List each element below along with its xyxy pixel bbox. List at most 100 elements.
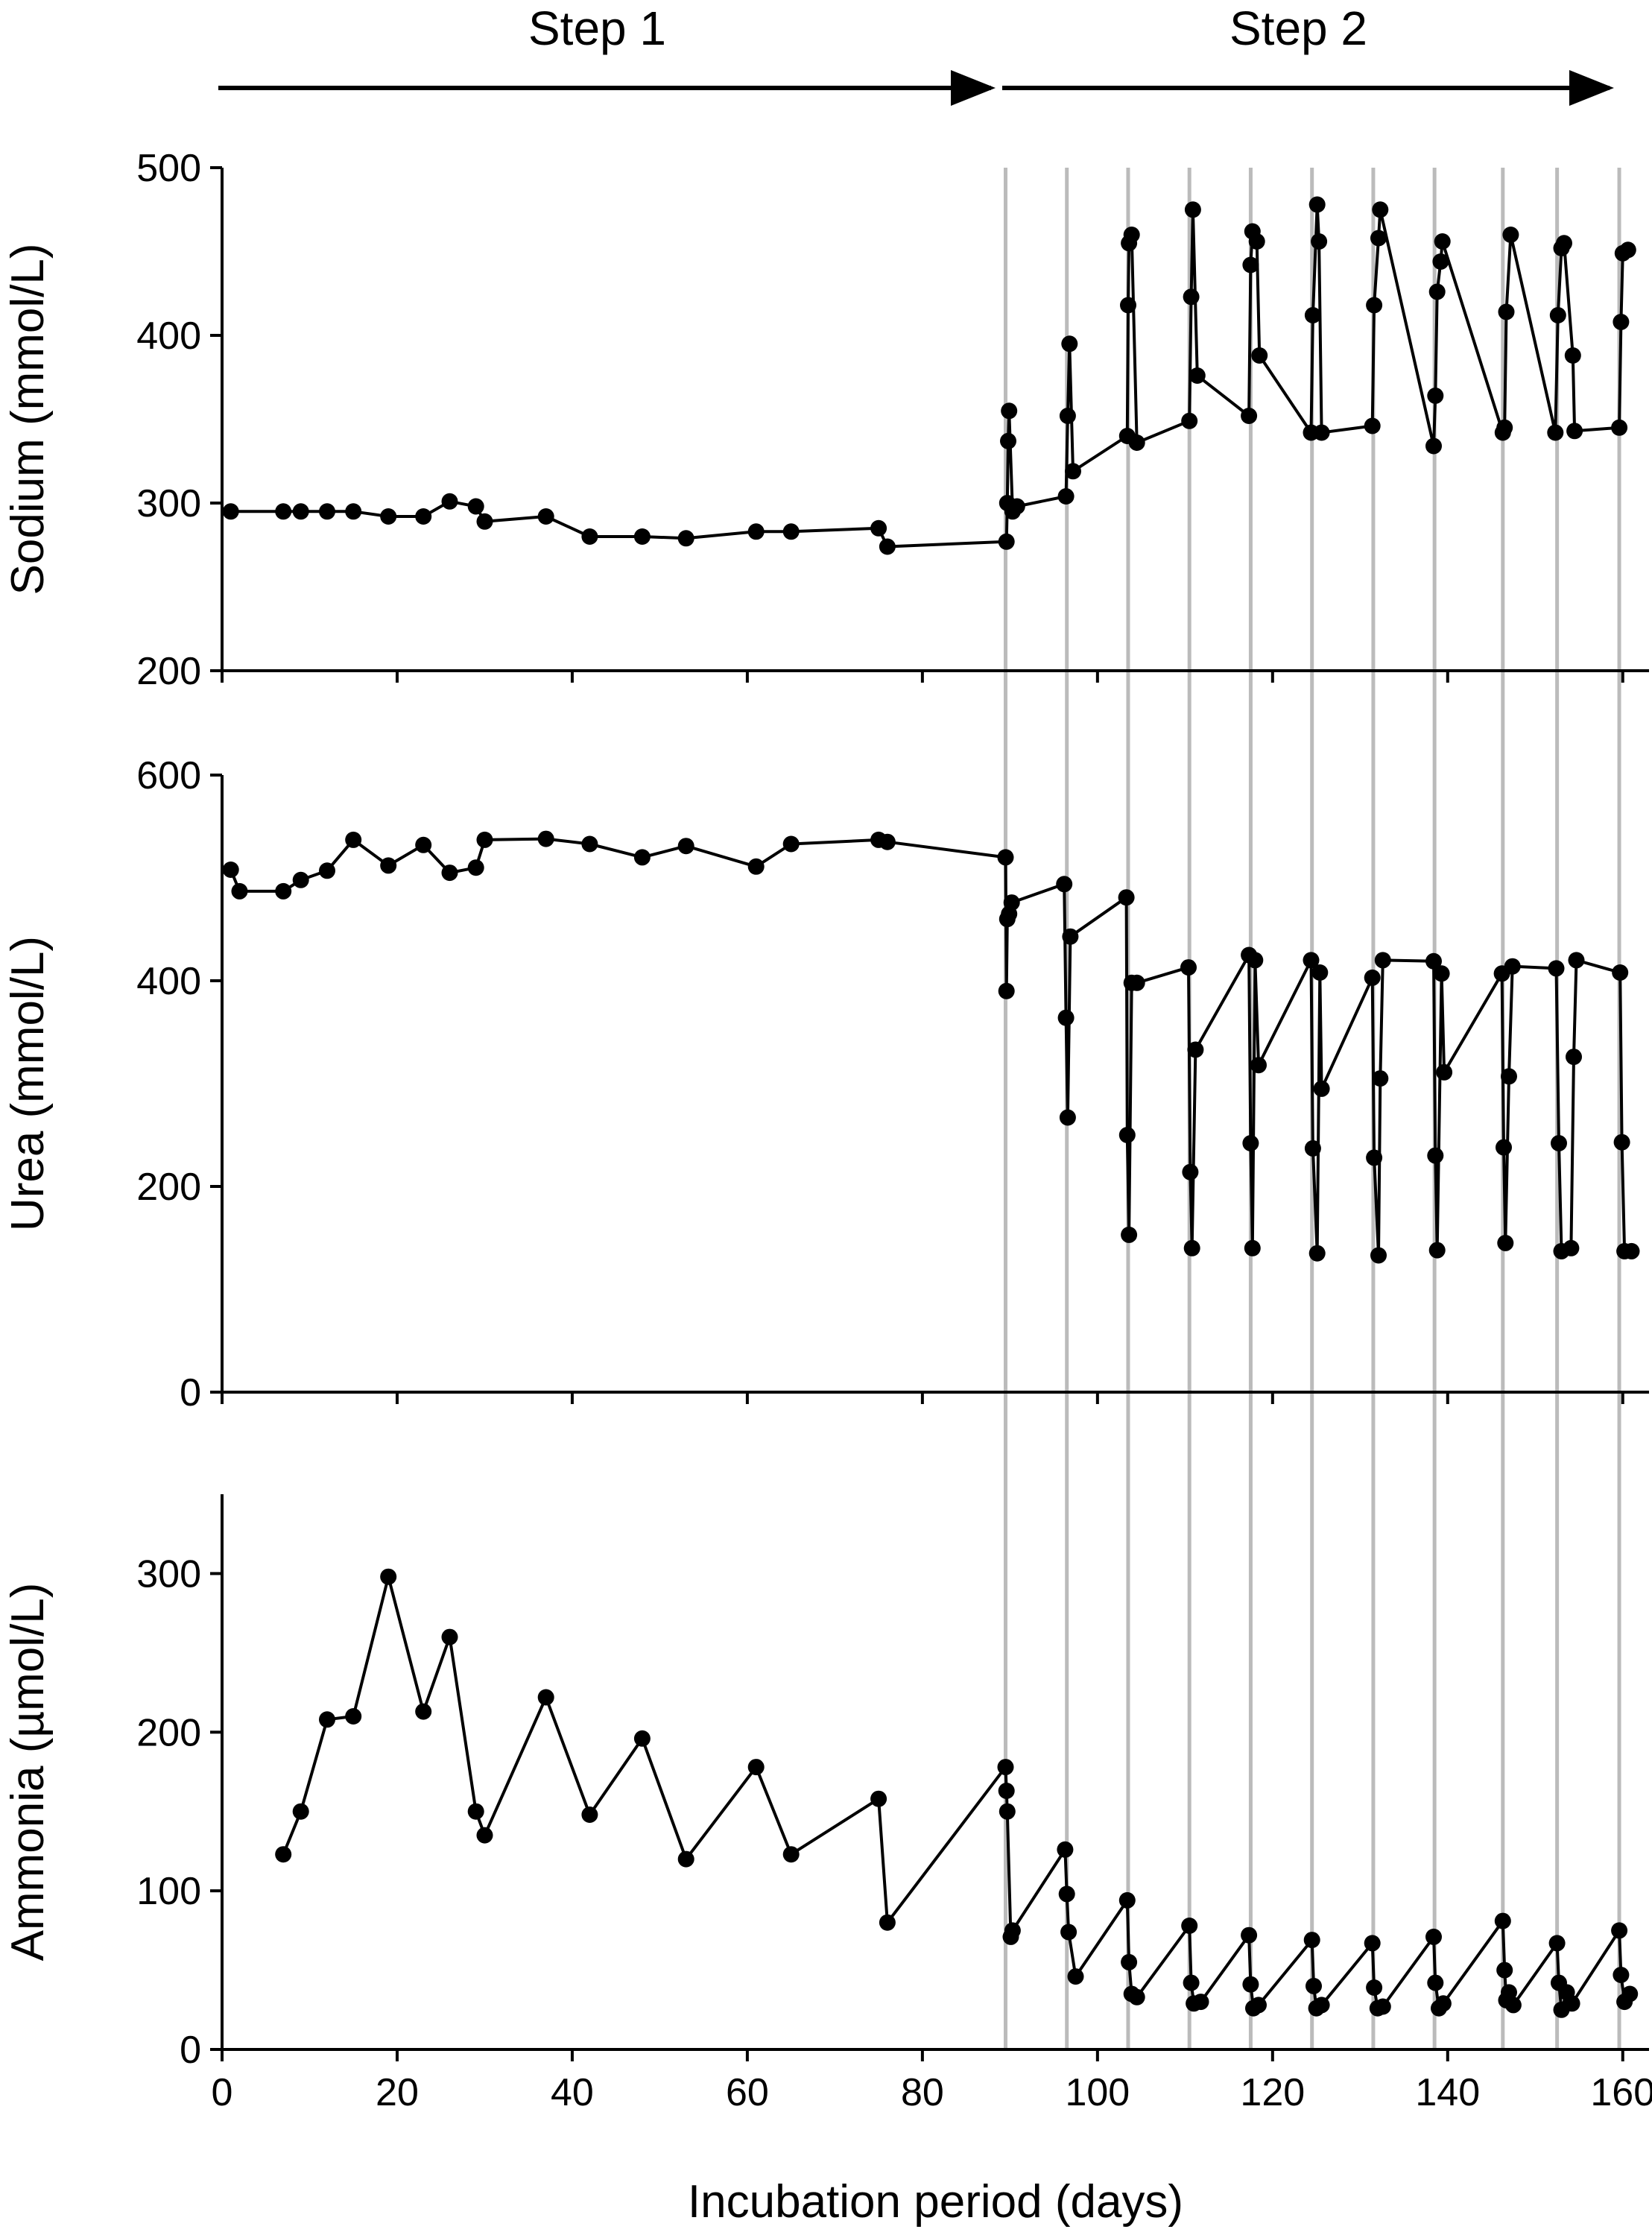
sodium-data-point-40 xyxy=(1248,233,1265,250)
urea-data-point-20 xyxy=(998,982,1015,999)
sodium-data-point-34 xyxy=(1183,288,1200,306)
urea-data-point-28 xyxy=(1118,889,1135,906)
ammonia-data-point-38 xyxy=(1303,1932,1320,1949)
urea-data-point-23 xyxy=(1003,894,1020,911)
urea-data-point-54 xyxy=(1428,1242,1446,1259)
sodium-data-point-37 xyxy=(1241,408,1258,424)
ammonia-data-point-37 xyxy=(1250,1997,1267,2014)
urea-data-point-44 xyxy=(1308,1245,1326,1262)
sodium-data-point-45 xyxy=(1311,233,1328,250)
ammonia-data-point-42 xyxy=(1364,1935,1381,1952)
urea-data-point-68 xyxy=(1612,964,1629,981)
x-tick-label-6: 120 xyxy=(1240,2071,1305,2114)
urea-y-tick-label-1: 200 xyxy=(136,1166,201,1209)
urea-data-point-2 xyxy=(275,882,292,900)
sodium-data-point-2 xyxy=(292,503,309,520)
sodium-data-point-27 xyxy=(1065,463,1081,480)
urea-data-point-38 xyxy=(1242,1135,1259,1151)
urea-data-point-40 xyxy=(1247,952,1264,969)
sodium-y-axis-title: Sodium (mmol/L) xyxy=(2,244,54,595)
sodium-y-tick-label-0: 200 xyxy=(136,650,201,693)
chart-panels: 200 300 400 500 Sodium (mmol/L) 0 200 400 600 Ure… xyxy=(2,147,1649,2072)
urea-data-point-15 xyxy=(747,858,765,875)
urea-data-point-48 xyxy=(1366,1149,1383,1166)
sodium-data-point-13 xyxy=(677,530,694,547)
urea-data-point-43 xyxy=(1304,1139,1321,1157)
ammonia-data-point-12 xyxy=(677,1850,694,1868)
urea-data-point-66 xyxy=(1566,1049,1582,1066)
sodium-data-point-23 xyxy=(1008,498,1025,515)
urea-data-point-24 xyxy=(1056,876,1073,893)
urea-data-point-63 xyxy=(1551,1135,1567,1151)
urea-data-point-25 xyxy=(1057,1009,1075,1026)
urea-data-point-60 xyxy=(1501,1068,1517,1085)
ammonia-data-point-29 xyxy=(1128,1988,1145,2005)
urea-data-point-71 xyxy=(1623,1242,1640,1259)
x-tick-label-4: 80 xyxy=(901,2071,944,2114)
urea-data-point-58 xyxy=(1496,1139,1512,1156)
urea-data-point-42 xyxy=(1303,952,1320,969)
ammonia-data-point-63 xyxy=(1621,1985,1639,2002)
ammonia-data-point-34 xyxy=(1241,1926,1258,1944)
ammonia-data-point-18 xyxy=(998,1783,1015,1799)
x-tick-label-7: 140 xyxy=(1415,2071,1480,2114)
sodium-data-point-12 xyxy=(633,528,651,545)
sodium-data-point-29 xyxy=(1120,297,1136,314)
sodium-data-point-7 xyxy=(441,493,458,510)
ammonia-data-point-45 xyxy=(1374,1998,1391,2015)
sodium-data-point-65 xyxy=(1566,423,1583,440)
sodium-data-point-52 xyxy=(1427,388,1444,404)
ammonia-data-point-17 xyxy=(997,1759,1014,1776)
sodium-data-point-32 xyxy=(1128,434,1145,451)
urea-data-point-62 xyxy=(1548,960,1565,977)
ammonia-data-point-19 xyxy=(999,1803,1016,1820)
x-tick-label-8: 160 xyxy=(1590,2071,1652,2114)
ammonia-data-point-9 xyxy=(537,1689,554,1706)
urea-y-tick-label-0: 0 xyxy=(180,1371,201,1414)
sodium-data-point-15 xyxy=(782,523,800,540)
ammonia-data-point-25 xyxy=(1067,1968,1084,1985)
ammonia-data-point-51 xyxy=(1496,1962,1513,1979)
sodium-data-point-26 xyxy=(1061,335,1078,353)
ammonia-y-tick-label-0: 0 xyxy=(180,2029,201,2072)
sodium-data-point-53 xyxy=(1428,283,1446,300)
sodium-data-point-21 xyxy=(1001,402,1018,420)
urea-data-point-26 xyxy=(1059,1109,1076,1126)
urea-data-point-7 xyxy=(415,836,432,853)
urea-data-point-0 xyxy=(222,862,239,878)
ammonia-data-point-33 xyxy=(1192,1994,1209,2011)
sodium-data-point-36 xyxy=(1189,367,1206,384)
step-2-label: Step 2 xyxy=(1229,1,1367,55)
sodium-data-point-59 xyxy=(1502,227,1519,243)
ammonia-data-point-10 xyxy=(581,1806,598,1823)
urea-data-point-47 xyxy=(1364,969,1381,986)
panel-ammonia: 0 100 200 300 Ammonia (µmol/L) xyxy=(2,1494,1649,2072)
sodium-data-point-4 xyxy=(345,503,362,520)
panel-urea: 0 200 400 600 Urea (mmol/L) xyxy=(2,754,1649,1414)
sodium-data-point-51 xyxy=(1425,437,1442,455)
sodium-data-point-31 xyxy=(1123,227,1140,243)
sodium-data-point-14 xyxy=(747,523,765,540)
ammonia-data-point-31 xyxy=(1183,1974,1200,1991)
sodium-data-point-11 xyxy=(581,528,598,545)
urea-data-point-9 xyxy=(467,859,484,876)
urea-y-axis-title: Urea (mmol/L) xyxy=(2,936,54,1231)
sodium-data-point-41 xyxy=(1251,347,1268,364)
ammonia-data-point-30 xyxy=(1181,1918,1198,1934)
step-annotations: Step 1 Step 2 xyxy=(218,1,1614,106)
urea-data-point-11 xyxy=(537,830,554,847)
sodium-data-point-57 xyxy=(1496,419,1513,436)
ammonia-data-point-46 xyxy=(1425,1928,1442,1945)
ammonia-data-point-24 xyxy=(1060,1924,1077,1941)
sodium-data-point-10 xyxy=(537,508,554,525)
sodium-data-point-61 xyxy=(1549,307,1566,323)
ammonia-data-point-8 xyxy=(476,1827,493,1844)
sodium-data-point-69 xyxy=(1619,241,1636,259)
sodium-data-point-16 xyxy=(870,519,887,537)
ammonia-data-point-13 xyxy=(747,1759,765,1776)
sodium-data-point-9 xyxy=(476,513,493,530)
x-tick-label-5: 100 xyxy=(1065,2071,1130,2114)
ammonia-data-point-11 xyxy=(633,1730,651,1747)
urea-data-point-13 xyxy=(633,849,651,866)
urea-data-point-12 xyxy=(581,835,598,853)
